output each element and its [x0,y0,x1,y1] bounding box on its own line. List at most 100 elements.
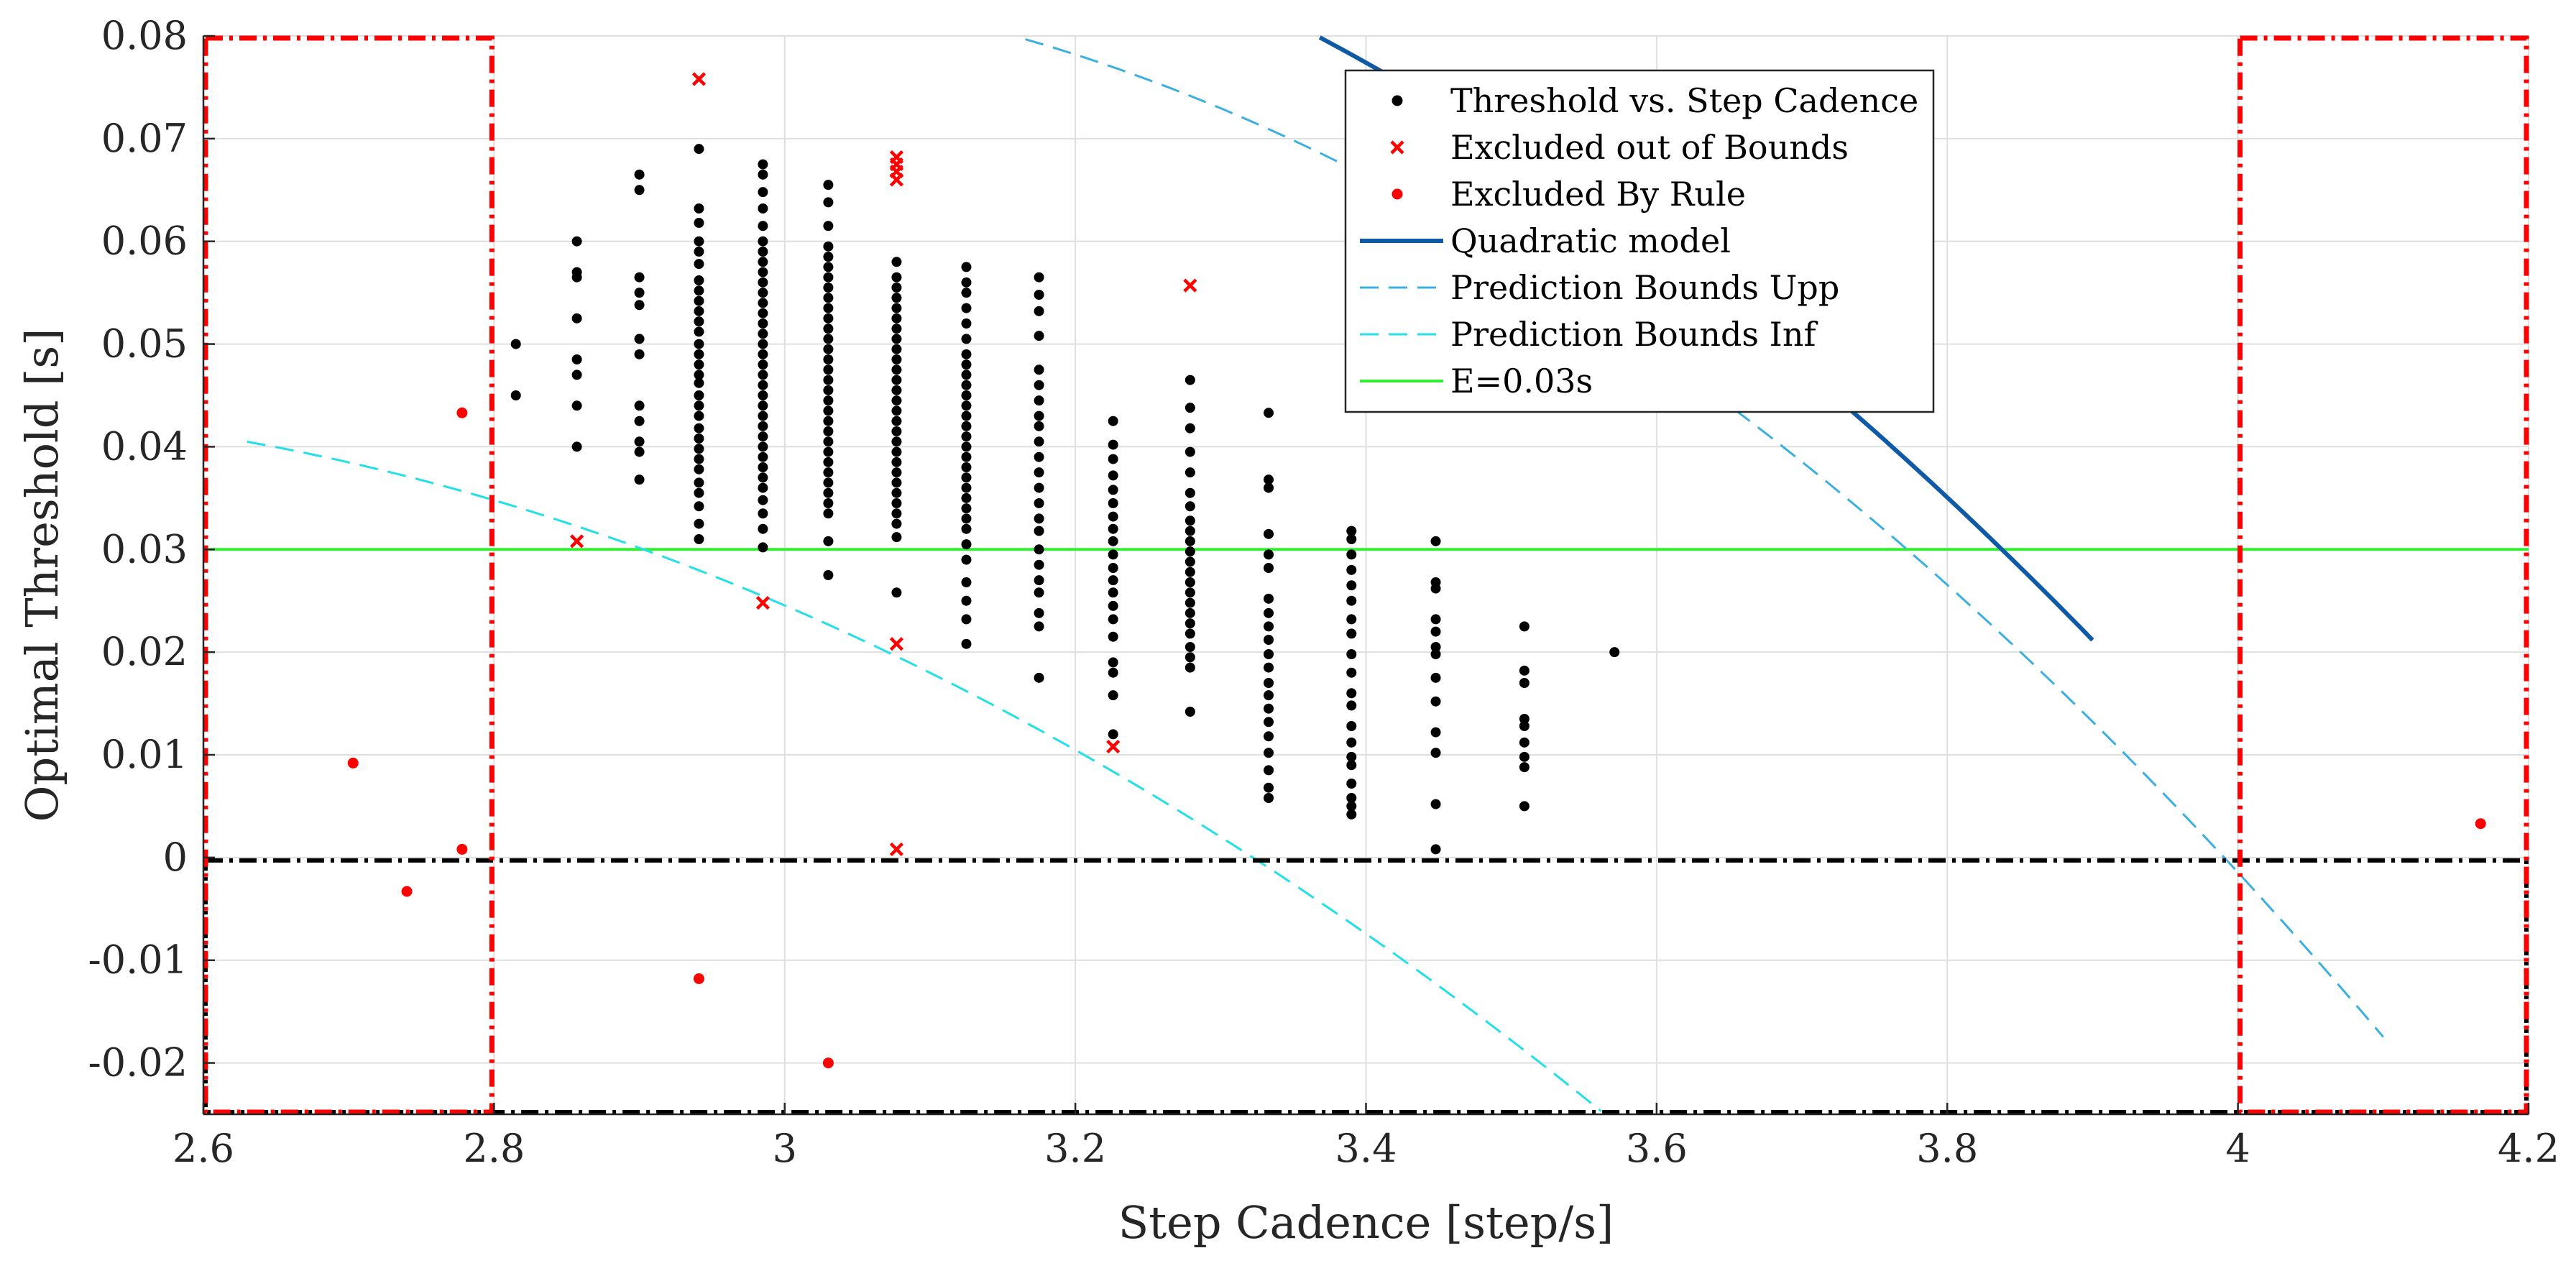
included-point [1034,607,1044,618]
included-point [891,498,902,508]
included-point [961,595,972,606]
included-point [694,433,704,444]
excluded-out-of-bounds-marker [691,72,707,86]
included-point [1184,423,1195,433]
included-point [758,267,768,277]
included-point [891,467,902,478]
x-tick-label: 3.4 [1335,1126,1397,1171]
included-point [634,272,645,283]
included-point [758,370,768,380]
included-point [758,329,768,339]
excluded-out-of-bounds-marker [889,173,904,187]
included-point [891,344,902,354]
included-point [1184,628,1195,639]
included-point [694,423,704,433]
included-point [571,400,582,411]
included-point [1034,482,1044,493]
included-point [1184,556,1195,567]
included-point [1264,593,1274,604]
x-axis-label: Step Cadence [step/s] [1118,1196,1614,1249]
excluded-by-rule-point [456,843,468,855]
legend-box [1344,69,1935,413]
included-point [1108,523,1118,534]
included-point [823,221,834,231]
included-point [1430,642,1441,652]
included-point [1184,618,1195,629]
x-tick-label: 2.6 [172,1126,234,1171]
included-point [961,421,972,431]
excluded-by-rule-point [347,757,359,768]
included-point [1430,649,1441,659]
excluded-by-rule-point [2475,818,2486,830]
legend-label: Prediction Bounds Inf [1450,315,1818,354]
included-point [1264,621,1274,632]
included-point [961,318,972,329]
included-point [823,498,834,508]
included-point [1264,793,1274,803]
included-point [694,518,704,529]
included-point [1346,779,1357,789]
included-point [1346,721,1357,731]
included-point [1346,649,1357,659]
included-point [1108,536,1118,546]
included-point [1519,737,1530,748]
included-point [823,252,834,262]
included-point [758,410,768,421]
included-point [758,257,768,267]
legend-label: Threshold vs. Step Cadence [1450,81,1918,120]
included-point [634,446,645,457]
included-point [694,236,704,247]
included-point [961,492,972,503]
x-tick-label: 2.8 [463,1126,525,1171]
included-point [758,380,768,390]
included-point [634,349,645,359]
y-tick-label: -0.02 [88,1040,188,1086]
excluded-by-rule-point [822,1057,834,1069]
included-point [1034,672,1044,683]
included-point [694,285,704,296]
included-point [1184,515,1195,526]
included-point [891,283,902,293]
included-point [634,416,645,426]
included-point [891,446,902,457]
included-point [1108,439,1118,450]
y-tick-label: 0.04 [101,423,188,469]
included-point [1264,549,1274,560]
included-point [1108,485,1118,495]
included-point [758,400,768,411]
included-point [634,334,645,344]
included-point [571,354,582,364]
included-point [1430,696,1441,707]
included-point [961,614,972,625]
included-point [1346,793,1357,803]
included-point [510,390,521,400]
included-point [758,349,768,359]
included-point [1264,678,1274,688]
included-point [634,474,645,485]
included-point [1346,809,1357,820]
included-point [823,570,834,580]
included-point [1264,482,1274,493]
included-point [823,416,834,426]
included-point [823,364,834,375]
included-point [758,495,768,505]
included-point [961,288,972,298]
included-point [694,359,704,370]
included-point [758,221,768,231]
included-point [891,293,902,303]
included-point [823,324,834,334]
included-point [1519,665,1530,676]
included-point [694,477,704,488]
excluded-out-of-bounds-marker [889,637,904,651]
prediction-bound-lower-curve [247,440,1602,1112]
included-point [1519,762,1530,773]
included-point [1034,395,1044,406]
included-point [694,218,704,228]
included-point [823,262,834,272]
included-point [823,508,834,519]
included-point [1346,534,1357,544]
y-tick-label: 0.06 [101,219,188,264]
included-point [634,185,645,196]
included-point [1034,526,1044,536]
